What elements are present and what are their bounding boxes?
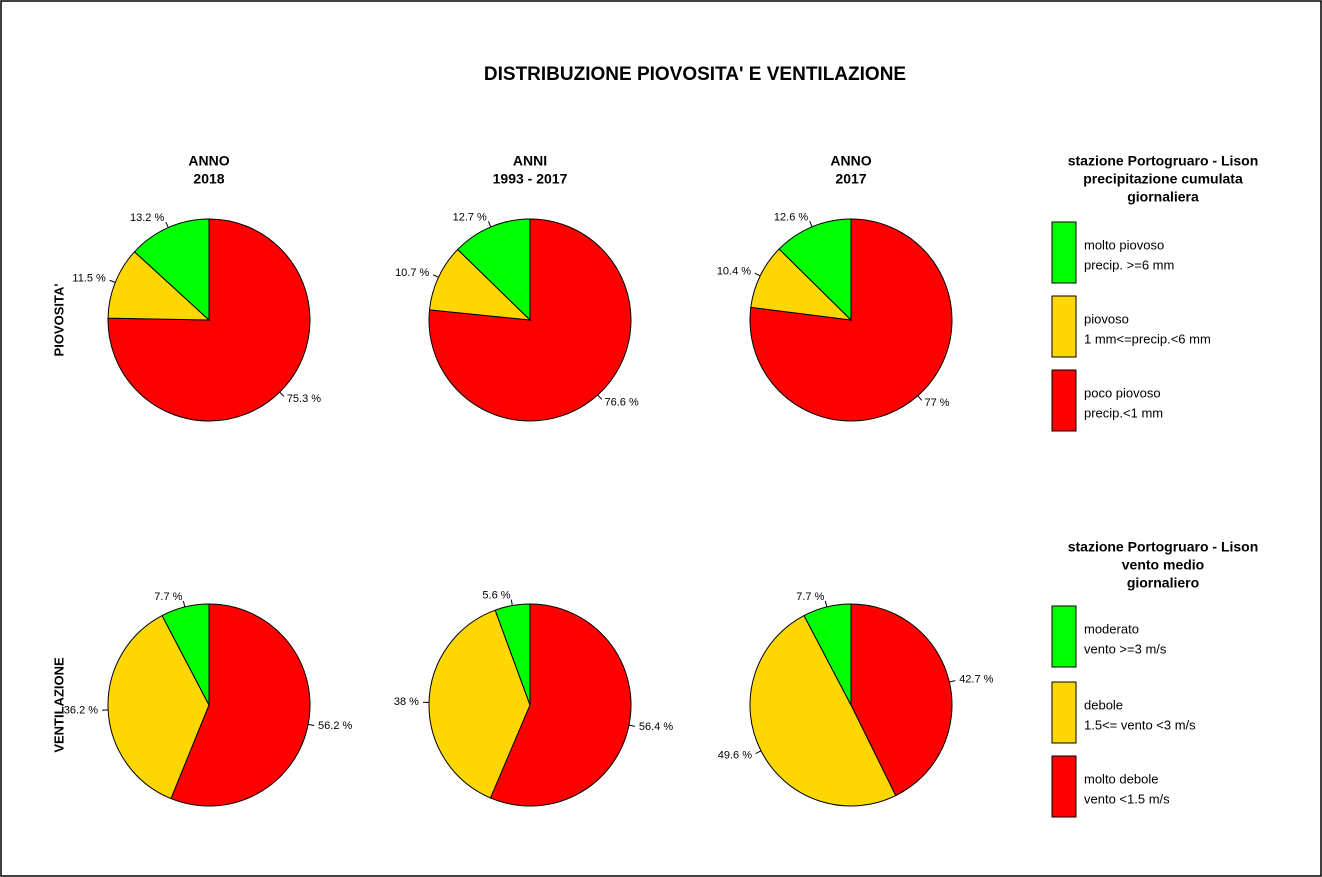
pie-title: ANNI — [513, 153, 547, 169]
legend-label: 1 mm<=precip.<6 mm — [1084, 331, 1211, 346]
pie-slice — [170, 603, 311, 807]
label-tick — [949, 680, 956, 683]
legend-label: 1.5<= vento <3 m/s — [1084, 717, 1196, 732]
label-tick — [487, 221, 492, 228]
value-label: 13.2 % — [130, 212, 164, 224]
value-label: 49.6 % — [718, 749, 752, 761]
legend-swatch — [1051, 221, 1077, 284]
legend-swatch — [1051, 605, 1077, 668]
legend-swatch — [1051, 681, 1077, 744]
pie-slice — [428, 218, 632, 422]
value-label: 42.7 % — [959, 674, 993, 686]
label-tick — [597, 394, 603, 400]
legend-swatch — [1051, 295, 1077, 358]
legend-label: vento >=3 m/s — [1084, 641, 1167, 656]
legend-label: piovoso — [1084, 311, 1129, 326]
label-tick — [432, 274, 439, 278]
pie-slice — [494, 603, 531, 706]
pie-slice — [749, 614, 897, 807]
label-tick — [109, 279, 116, 283]
legend-label: molto piovoso — [1084, 237, 1164, 252]
value-label: 56.4 % — [639, 721, 673, 733]
value-label: 7.7 % — [154, 591, 182, 603]
legend-title: precipitazione cumulata — [1083, 171, 1243, 187]
value-label: 10.7 % — [395, 267, 429, 279]
label-tick — [755, 750, 762, 755]
pie-title: ANNO — [830, 153, 871, 169]
label-tick — [824, 600, 828, 608]
legend-swatch — [1051, 755, 1077, 818]
value-label: 77 % — [924, 397, 949, 409]
main-title: DISTRIBUZIONE PIOVOSITA' E VENTILAZIONE — [484, 64, 906, 85]
legend-label: precip. >=6 mm — [1084, 257, 1174, 272]
value-label: 38 % — [394, 696, 419, 708]
label-tick — [917, 395, 923, 401]
value-label: 75.3 % — [287, 393, 321, 405]
pie-slice — [428, 248, 532, 321]
pie-title: 1993 - 2017 — [493, 171, 568, 187]
row-label: PIOVOSITA' — [51, 284, 66, 357]
legend-title: stazione Portogruaro - Lison — [1068, 153, 1259, 169]
legend-title: vento medio — [1122, 557, 1204, 573]
value-label: 76.6 % — [605, 396, 639, 408]
legend-label: vento <1.5 m/s — [1084, 791, 1170, 806]
legend-label: moderato — [1084, 621, 1139, 636]
label-tick — [754, 272, 761, 277]
label-tick — [510, 599, 513, 606]
value-label: 12.6 % — [774, 211, 808, 223]
value-label: 12.7 % — [453, 212, 487, 224]
legend-title: stazione Portogruaro - Lison — [1068, 539, 1259, 555]
legend-title: giornaliera — [1127, 189, 1199, 205]
row-label: VENTILAZIONE — [51, 657, 66, 753]
pie-slice — [107, 251, 211, 321]
label-tick — [308, 723, 315, 727]
pie-slice — [428, 609, 531, 799]
label-tick — [165, 221, 169, 228]
pie-slice — [161, 603, 210, 706]
value-label: 10.4 % — [717, 265, 751, 277]
value-label: 5.6 % — [482, 590, 510, 602]
value-label: 11.5 % — [72, 273, 106, 285]
label-tick — [182, 600, 186, 608]
label-tick — [279, 391, 285, 397]
pie-slice — [133, 218, 210, 322]
value-label: 7.7 % — [796, 591, 824, 603]
pie-slice — [803, 603, 852, 706]
legend-label: molto debole — [1084, 771, 1158, 786]
pie-slice — [850, 603, 953, 797]
label-tick — [809, 221, 813, 228]
pie-title: 2018 — [193, 171, 224, 187]
legend-label: debole — [1084, 697, 1123, 712]
legend-label: precip.<1 mm — [1084, 405, 1163, 420]
legend-swatch — [1051, 369, 1077, 432]
pie-title: 2017 — [835, 171, 866, 187]
legend-label: poco piovoso — [1084, 385, 1161, 400]
pie-slice — [489, 603, 632, 807]
pie-title: ANNO — [188, 153, 229, 169]
value-label: 56.2 % — [318, 720, 352, 732]
legend-title: giornaliero — [1127, 575, 1199, 591]
value-label: 36.2 % — [64, 704, 98, 716]
label-tick — [628, 724, 636, 727]
